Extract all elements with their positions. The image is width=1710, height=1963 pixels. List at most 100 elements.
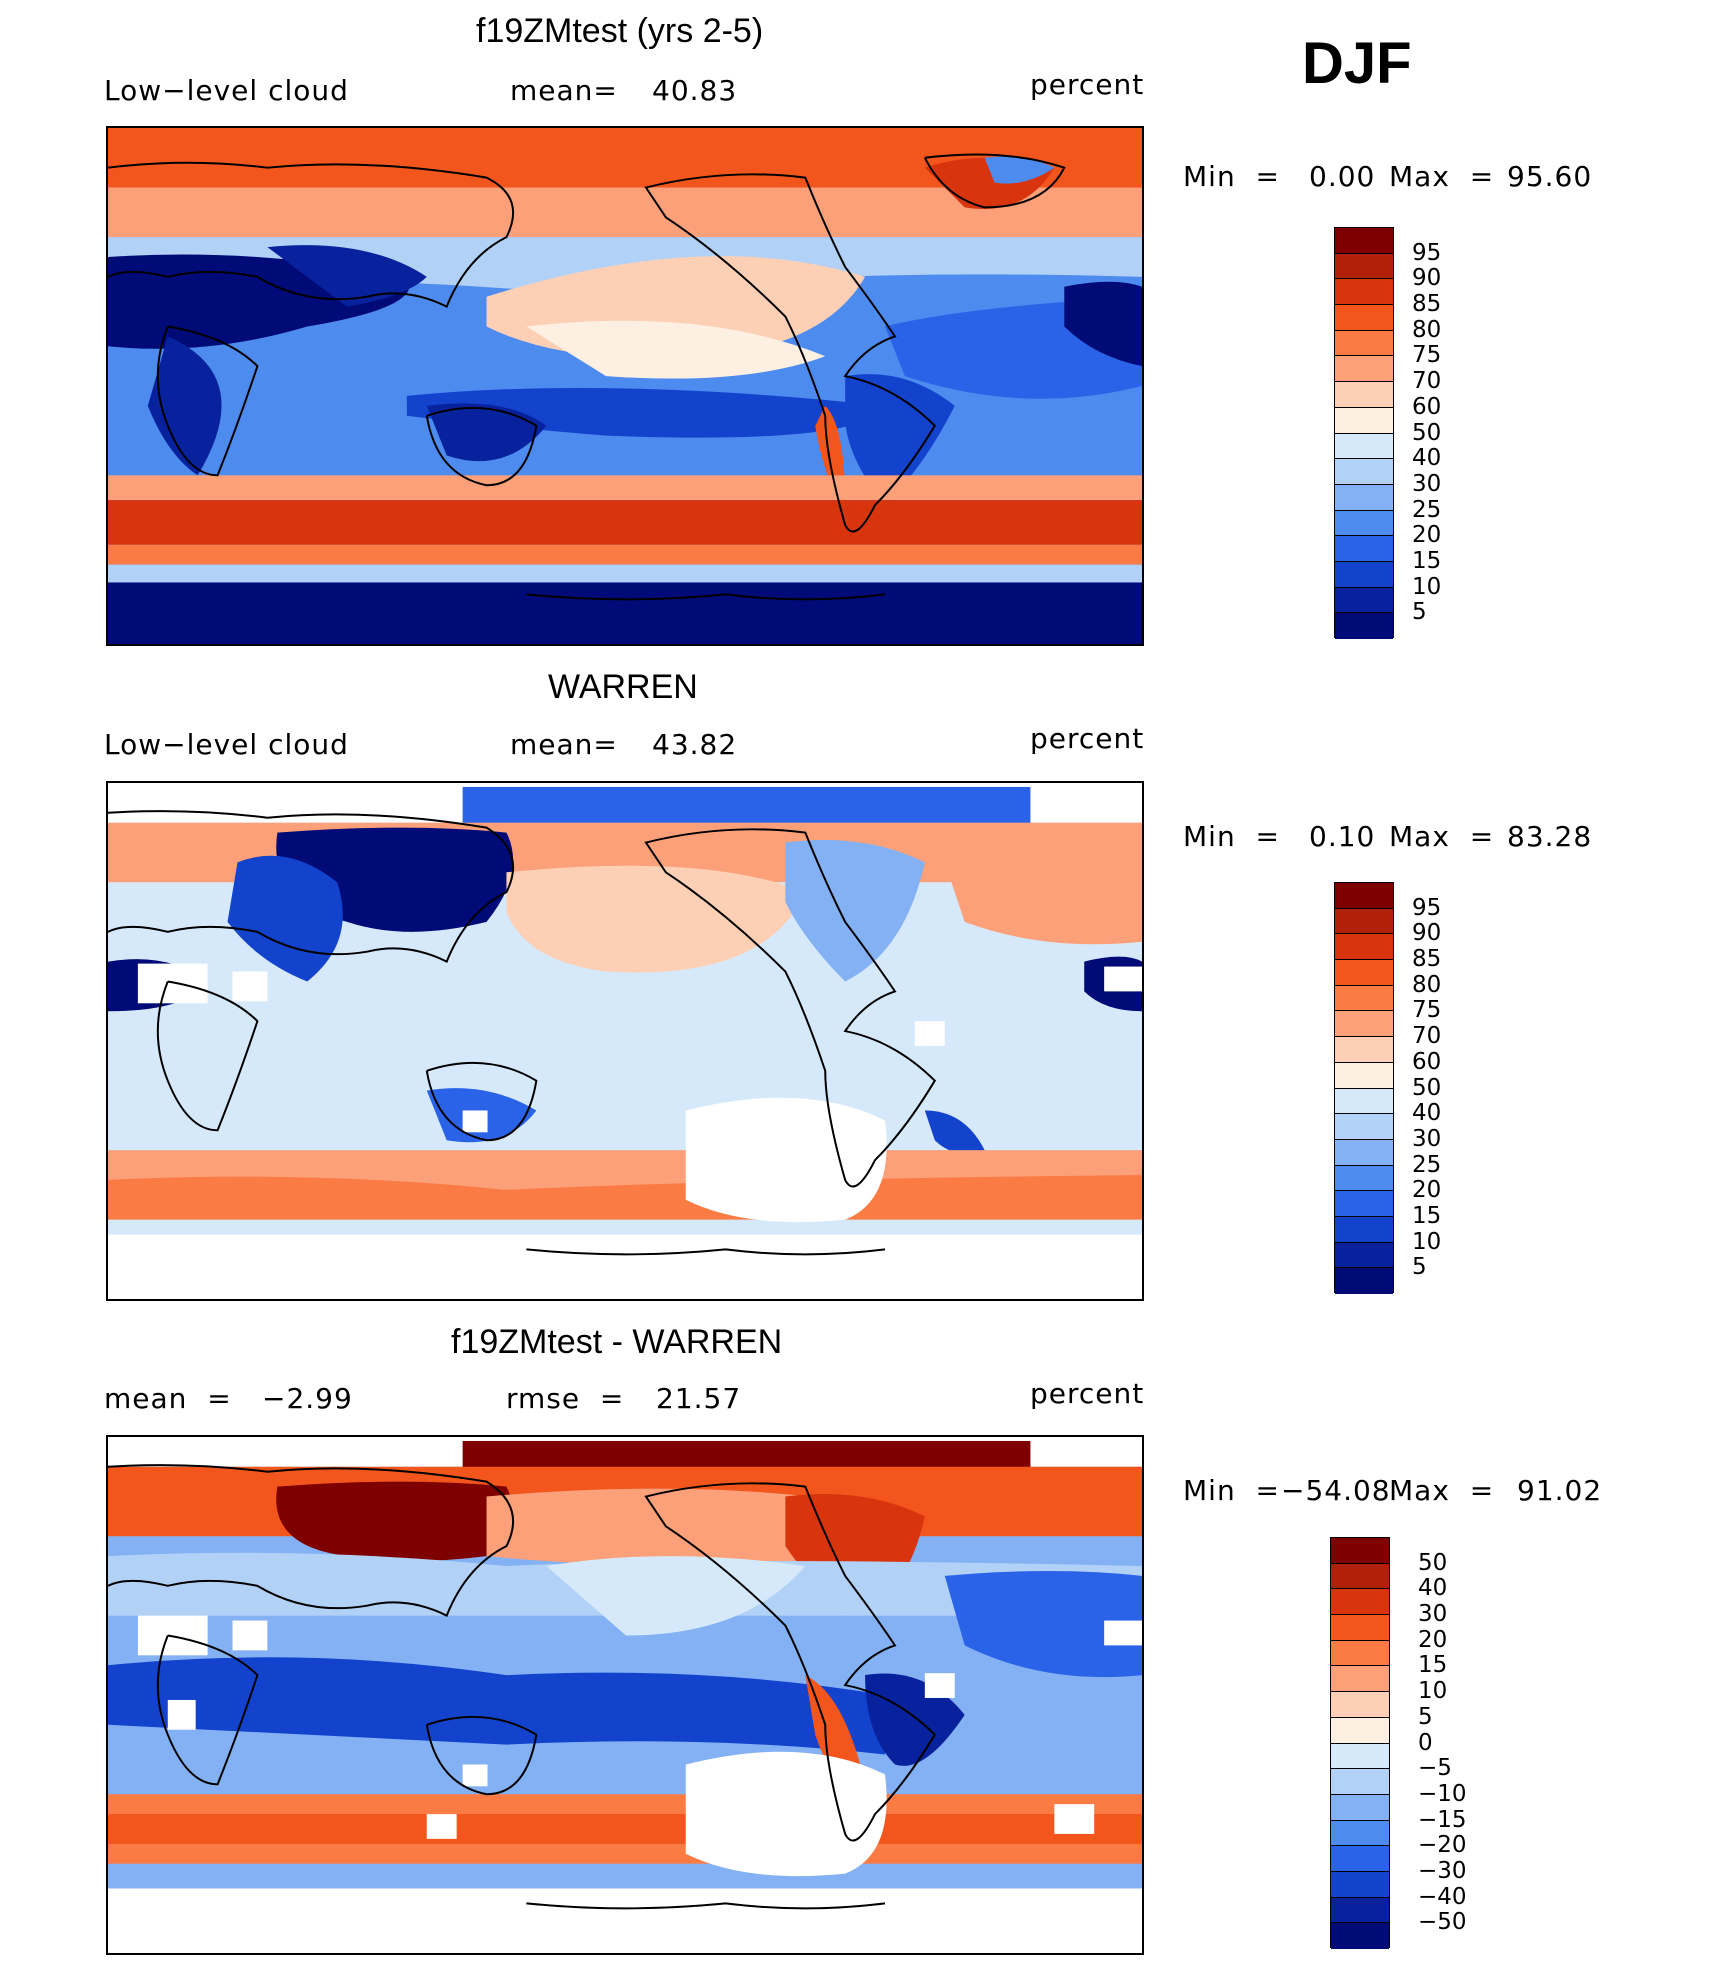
colorbar-swatch: [1335, 561, 1393, 588]
colorbar-swatch: [1335, 253, 1393, 280]
colorbar-swatch: [1335, 1139, 1393, 1166]
colorbar-swatch: [1331, 1640, 1389, 1667]
colorbar-tick-label: 20: [1418, 1626, 1448, 1653]
colorbar-tick-label: −20: [1418, 1832, 1467, 1859]
panel2-max-value: 83.28: [1507, 820, 1593, 853]
panel2-title: WARREN: [548, 668, 698, 706]
panel1-title: f19ZMtest (yrs 2-5): [476, 12, 764, 50]
panel2-map: [106, 781, 1144, 1301]
colorbar-tick-label: 15: [1412, 1202, 1442, 1229]
colorbar-tick-label: 80: [1412, 316, 1442, 343]
colorbar-tick-label: −15: [1418, 1806, 1467, 1833]
colorbar-tick-label: −40: [1418, 1883, 1467, 1910]
colorbar-swatch: [1331, 1615, 1389, 1641]
colorbar-tick-label: 10: [1418, 1678, 1448, 1705]
colorbar-tick-label: 80: [1412, 971, 1442, 998]
panel1-map-field: [108, 128, 1142, 644]
panel3-min-value: −54.08: [1281, 1474, 1391, 1507]
colorbar-tick-label: 60: [1412, 1048, 1442, 1075]
panel3-mean-label: mean =: [104, 1382, 232, 1415]
panel2-min-label: Min =: [1183, 820, 1280, 853]
colorbar-swatch: [1335, 1062, 1393, 1089]
colorbar-swatch: [1335, 1088, 1393, 1115]
colorbar-tick-label: 0: [1418, 1729, 1433, 1756]
colorbar-tick-label: 40: [1412, 1100, 1442, 1127]
colorbar-tick-label: 25: [1412, 496, 1442, 523]
panel2-max-label: Max =: [1389, 820, 1495, 853]
panel2-units: percent: [1030, 722, 1145, 755]
colorbar-swatch: [1331, 1589, 1389, 1616]
colorbar-tick-label: 30: [1418, 1601, 1448, 1628]
panel1-colorbar-labels: 95 90 85 80 75 70 60 50 40 30 25 20 15 10 5: [1412, 227, 1472, 638]
panel2-mean-label: mean=: [510, 728, 618, 761]
colorbar-swatch: [1335, 1191, 1393, 1217]
colorbar-tick-label: 50: [1418, 1549, 1448, 1576]
colorbar-swatch: [1335, 613, 1393, 639]
colorbar-tick-label: 15: [1418, 1652, 1448, 1679]
panel1-colorbar: [1334, 227, 1394, 639]
colorbar-tick-label: 40: [1418, 1575, 1448, 1602]
panel1-mean-label: mean=: [510, 74, 618, 107]
panel2-map-field: [108, 783, 1142, 1299]
colorbar-tick-label: 5: [1418, 1703, 1433, 1730]
colorbar-tick-label: 40: [1412, 445, 1442, 472]
colorbar-tick-label: 50: [1412, 1074, 1442, 1101]
panel2-variable-label: Low−level cloud: [104, 728, 349, 761]
colorbar-tick-label: −50: [1418, 1909, 1467, 1936]
panel3-mean-value: −2.99: [262, 1382, 353, 1415]
colorbar-swatch: [1331, 1794, 1389, 1821]
colorbar-tick-label: 90: [1412, 920, 1442, 947]
colorbar-swatch: [1331, 1846, 1389, 1872]
colorbar-swatch: [1331, 1717, 1389, 1744]
colorbar-swatch: [1335, 382, 1393, 408]
colorbar-tick-label: 70: [1412, 368, 1442, 395]
colorbar-swatch: [1335, 433, 1393, 460]
colorbar-tick-label: 5: [1412, 599, 1427, 626]
colorbar-tick-label: 75: [1412, 342, 1442, 369]
panel3-max-value: 91.02: [1517, 1474, 1603, 1507]
colorbar-swatch: [1331, 1563, 1389, 1590]
colorbar-swatch: [1331, 1897, 1389, 1924]
colorbar-swatch: [1331, 1820, 1389, 1847]
panel3-minmax: Min = −54.08 Max = 91.02: [1183, 1474, 1613, 1510]
colorbar-swatch: [1335, 1268, 1393, 1294]
panel1-units: percent: [1030, 68, 1145, 101]
colorbar-tick-label: 85: [1412, 291, 1442, 318]
colorbar-tick-label: 75: [1412, 997, 1442, 1024]
panel3-max-label: Max =: [1389, 1474, 1495, 1507]
panel3-rmse-value: 21.57: [656, 1382, 742, 1415]
panel2-colorbar: [1334, 882, 1394, 1294]
colorbar-tick-label: 70: [1412, 1023, 1442, 1050]
colorbar-swatch: [1335, 908, 1393, 935]
colorbar-tick-label: 30: [1412, 470, 1442, 497]
colorbar-tick-label: −10: [1418, 1780, 1467, 1807]
colorbar-swatch: [1335, 536, 1393, 562]
panel3-title: f19ZMtest - WARREN: [451, 1323, 783, 1361]
colorbar-swatch: [1335, 883, 1393, 909]
colorbar-tick-label: −30: [1418, 1857, 1467, 1884]
colorbar-swatch: [1335, 228, 1393, 254]
colorbar-swatch: [1335, 1114, 1393, 1140]
colorbar-swatch: [1335, 1242, 1393, 1269]
colorbar-tick-label: 10: [1412, 1228, 1442, 1255]
panel1-min-label: Min =: [1183, 160, 1280, 193]
colorbar-swatch: [1335, 305, 1393, 331]
colorbar-swatch: [1331, 1923, 1389, 1949]
panel2-minmax: Min = 0.10 Max = 83.28: [1183, 820, 1603, 856]
colorbar-swatch: [1331, 1871, 1389, 1898]
colorbar-swatch: [1335, 985, 1393, 1012]
panel1-min-value: 0.00: [1309, 160, 1376, 193]
colorbar-swatch: [1335, 407, 1393, 434]
colorbar-tick-label: 15: [1412, 547, 1442, 574]
panel3-map: [106, 1435, 1144, 1955]
season-label: DJF: [1302, 31, 1412, 96]
colorbar-tick-label: 95: [1412, 239, 1442, 266]
colorbar-tick-label: 30: [1412, 1125, 1442, 1152]
colorbar-tick-label: 60: [1412, 393, 1442, 420]
panel3-rmse-label: rmse =: [506, 1382, 625, 1415]
panel1-mean-value: 40.83: [652, 74, 738, 107]
panel1-map: [106, 126, 1144, 646]
colorbar-swatch: [1331, 1769, 1389, 1795]
panel2-min-value: 0.10: [1309, 820, 1376, 853]
panel1-max-value: 95.60: [1507, 160, 1593, 193]
